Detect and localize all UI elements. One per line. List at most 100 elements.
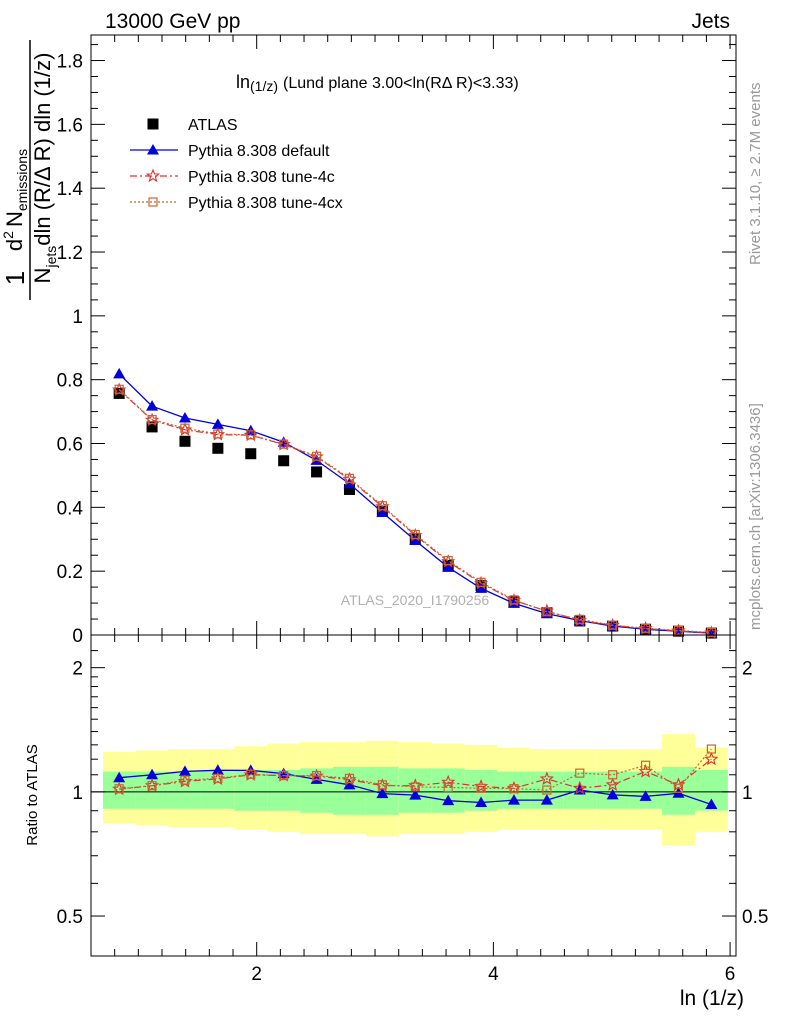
ratio-line-tune4cx	[119, 748, 712, 791]
point-tune4cx	[476, 577, 486, 587]
main-ytick-label: 1.4	[57, 179, 84, 200]
point-tune4cx	[180, 423, 190, 433]
xtick-label: 2	[251, 964, 262, 985]
point-tune4cx	[311, 451, 322, 461]
ratio-point-tune4cx	[443, 782, 453, 793]
ratio-point-default	[178, 765, 191, 776]
point-tune4cx	[246, 430, 256, 440]
ratio-point-default	[343, 778, 356, 790]
ratio-point-default	[409, 789, 422, 800]
ratio-panel: 0.5 1 2 0.5 1 2 2 4 6 Ratio to ATLAS ln (1/z)	[24, 634, 768, 1010]
point-default	[442, 561, 455, 572]
legend-label-tune4cx: Pythia 8.308 tune-4cx	[188, 195, 343, 212]
ratio-point-tune4cx	[410, 782, 420, 792]
point-tune4cx	[114, 384, 124, 394]
legend-marker-default	[147, 144, 159, 155]
legend-label-atlas: ATLAS	[188, 117, 238, 134]
point-tune4cx	[608, 620, 618, 630]
ratio-point-tune4cx	[640, 760, 651, 770]
ratio-ticks	[91, 635, 736, 956]
main-ytick-label: 0.8	[57, 371, 83, 392]
xlabel: ln (1/z)	[680, 987, 744, 1010]
main-ytick-label: 1.2	[57, 243, 83, 264]
ratio-ytick-label: 2	[72, 659, 83, 680]
point-atlas	[212, 442, 224, 454]
plot-title-rest: (Lund plane 3.00<ln(RΔ R)<3.33)	[283, 75, 519, 92]
main-ytick-label: 1.6	[57, 115, 83, 136]
ylabel-num-d: d	[2, 239, 27, 251]
plot-title: ln(1/z) (Lund plane 3.00<ln(RΔ R)<3.33)	[236, 72, 519, 94]
series-line-tune4cx	[118, 388, 712, 633]
ratio-point-tune4c	[572, 780, 587, 795]
ratio-point-tune4c	[539, 771, 555, 785]
ratio-point-default	[606, 788, 619, 800]
plot-title-main: ln	[236, 72, 250, 92]
legend-label-tune4c: Pythia 8.308 tune-4c	[188, 169, 335, 186]
ratio-point-tune4cx	[246, 769, 256, 779]
ratio-point-tune4cx	[575, 768, 585, 778]
xtick-label: 4	[488, 964, 499, 985]
ratio-point-default	[540, 794, 553, 805]
point-tune4cx	[147, 414, 157, 425]
ylabel-den-N: N	[30, 268, 55, 284]
legend-entry-tune4cx: Pythia 8.308 tune-4cx	[130, 195, 343, 212]
rivet-label: Rivet 3.1.10, ≥ 2.7M events	[747, 83, 764, 266]
point-tune4cx	[213, 429, 223, 439]
ratio-point-default	[639, 790, 652, 801]
ratio-ytick-label-right: 0.5	[742, 907, 768, 928]
ratio-ytick-label: 0.5	[57, 907, 83, 928]
ratio-ytick-labels-right: 0.5 1 2	[742, 659, 768, 928]
ratio-point-tune4cx	[279, 770, 289, 781]
band-inner	[168, 771, 202, 809]
legend-entry-default: Pythia 8.308 default	[130, 143, 330, 160]
main-ytick-label: 0	[72, 626, 83, 647]
ylabel-den-sub: jets	[43, 246, 59, 269]
point-tune4cx	[443, 556, 453, 566]
ratio-ytick-label: 1	[72, 783, 83, 804]
ratio-point-tune4cx	[180, 775, 190, 785]
ratio-point-tune4cx	[476, 783, 486, 793]
main-ticks	[91, 35, 736, 636]
legend-label-default: Pythia 8.308 default	[188, 143, 330, 160]
ratio-point-default	[113, 771, 126, 783]
main-ytick-label: 1.8	[57, 52, 83, 73]
ylabel-denominator: Njetsdln (R/Δ R) dln (1/z)	[30, 53, 59, 284]
point-default	[376, 506, 389, 517]
ratio-ylabel: Ratio to ATLAS	[24, 744, 41, 845]
ratio-point-tune4cx	[114, 784, 124, 794]
ratio-point-tune4c	[704, 751, 719, 766]
point-tune4cx	[410, 529, 420, 540]
ratio-point-tune4cx	[608, 770, 618, 780]
series-tune4cx	[114, 384, 716, 638]
xtick-labels: 2 4 6	[251, 964, 735, 985]
main-ytick-label: 0.2	[57, 562, 83, 583]
ratio-ytick-label-right: 2	[742, 659, 753, 680]
point-tune4cx	[509, 595, 519, 605]
ylabel-one: 1	[0, 271, 30, 285]
ratio-line-tune4c	[119, 758, 712, 790]
legend-marker-tune4c	[145, 168, 161, 183]
ratio-ytick-labels: 0.5 1 2	[57, 659, 83, 928]
ratio-point-tune4cx	[509, 784, 519, 794]
point-atlas	[343, 483, 355, 495]
point-tune4cx	[344, 473, 355, 483]
ratio-point-tune4cx	[542, 785, 552, 795]
point-tune4cx	[575, 614, 585, 624]
legend-entry-tune4c: Pythia 8.308 tune-4c	[130, 168, 335, 186]
ratio-point-tune4cx	[344, 773, 355, 783]
ylabel-den-rest: dln (R/Δ R) dln (1/z)	[30, 53, 55, 246]
main-ytick-label: 1	[72, 307, 83, 328]
point-tune4cx	[542, 607, 552, 617]
main-panel: 0 0.2 0.4 0.6 0.8 1 1.2 1.4 1.6 1.8 ATLAS_2020_I1…	[0, 34, 737, 647]
ylabel-numerator: d2 Nemissions	[0, 149, 30, 251]
ylabel-num-sup: 2	[0, 231, 16, 239]
header-right: Jets	[691, 10, 730, 33]
plot-title-sub: (1/z)	[250, 78, 278, 94]
ratio-series	[112, 744, 719, 809]
point-default	[113, 367, 126, 379]
legend-entry-atlas: ATLAS	[147, 117, 238, 134]
ratio-ytick-label-right: 1	[742, 783, 753, 804]
ratio-point-tune4c	[441, 774, 456, 789]
header-left: 13000 GeV pp	[105, 10, 240, 33]
